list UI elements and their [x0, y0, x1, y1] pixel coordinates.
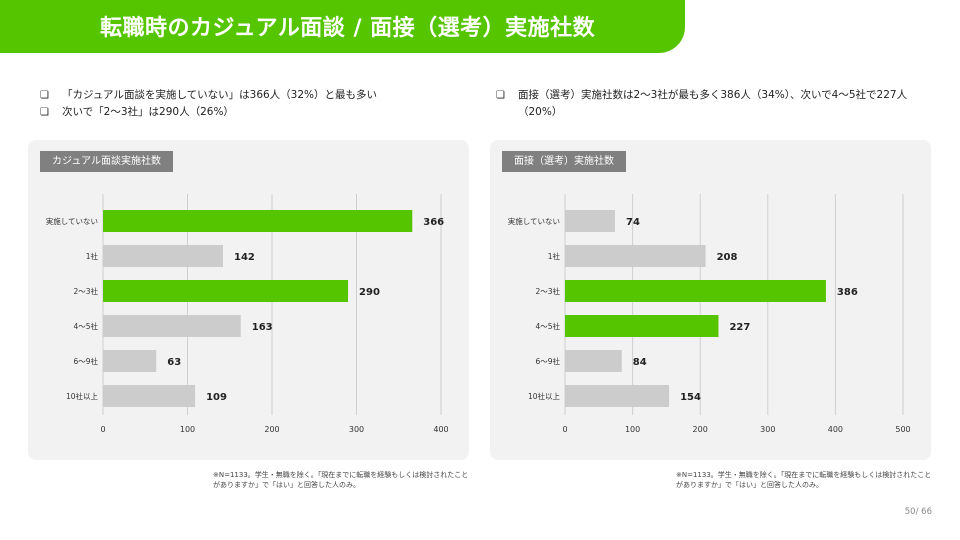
value-label: 227 — [729, 322, 750, 333]
footnote: ※N=1133。学生・無職を除く。「現在までに転職を経験もしくは検討されたことが… — [676, 471, 932, 489]
bar-chart-interview: 0 100 200 300 400 500 実施していない 74 1社 208 2〜3社 386 4〜5… — [508, 194, 911, 434]
value-label: 366 — [423, 217, 444, 228]
x-tick-label: 100 — [625, 425, 640, 434]
category-label: 1社 — [86, 251, 99, 261]
category-label: 4〜5社 — [73, 321, 98, 331]
category-label: 6〜9社 — [73, 356, 98, 366]
x-tick-label: 300 — [760, 425, 775, 434]
bullet-item: ❏ 面接（選考）実施社数は2〜3社が最も多く386人（34%）、次いで4〜5社で… — [496, 87, 926, 121]
category-label: 6〜9社 — [535, 356, 560, 366]
bar — [103, 385, 196, 407]
value-label: 386 — [837, 287, 858, 298]
value-label: 63 — [167, 357, 181, 368]
page-total: 66 — [921, 507, 932, 517]
value-label: 290 — [359, 287, 380, 298]
category-label: 2〜3社 — [535, 286, 560, 296]
category-label: 実施していない — [46, 216, 98, 226]
value-label: 109 — [206, 392, 227, 403]
chart-title: 面接（選考）実施社数 — [502, 151, 626, 172]
x-tick-label: 300 — [349, 425, 364, 434]
bar — [565, 280, 826, 302]
checkbox-icon: ❏ — [40, 107, 49, 118]
bullet-text: 面接（選考）実施社数は2〜3社が最も多く386人（34%）、次いで4〜5社で22… — [518, 89, 908, 118]
category-label: 4〜5社 — [535, 321, 560, 331]
chart-panel-interview: 面接（選考）実施社数 0 100 200 300 400 500 実施していない 74 1社 20… — [490, 140, 931, 460]
x-tick-label: 200 — [693, 425, 708, 434]
category-label: 実施していない — [508, 216, 560, 226]
bar — [565, 350, 622, 372]
checkbox-icon: ❏ — [496, 90, 505, 101]
page-separator: / — [915, 507, 922, 517]
x-tick-label: 500 — [895, 425, 910, 434]
bar-chart-casual: 0 100 200 300 400 実施していない 366 1社 142 2〜3社 290 4〜5社 1… — [46, 194, 449, 434]
bar — [103, 245, 223, 267]
x-tick-label: 0 — [100, 425, 105, 434]
value-label: 163 — [252, 322, 273, 333]
page-title: 転職時のカジュアル面談 / 面接（選考）実施社数 — [100, 16, 596, 41]
x-tick-label: 100 — [180, 425, 195, 434]
bullet-list-right: ❏ 面接（選考）実施社数は2〜3社が最も多く386人（34%）、次いで4〜5社で… — [496, 87, 926, 121]
x-tick-label: 200 — [264, 425, 279, 434]
checkbox-icon: ❏ — [40, 90, 49, 101]
footnote: ※N=1133。学生・無職を除く。「現在までに転職を経験もしくは検討されたことが… — [213, 471, 469, 489]
x-tick-label: 400 — [433, 425, 448, 434]
bullet-text: 「カジュアル面談を実施していない」は366人（32%）と最も多い — [62, 89, 378, 101]
value-label: 142 — [234, 252, 255, 263]
page-number: 50/ 66 — [905, 507, 932, 517]
chart-panel-casual: カジュアル面談実施社数 0 100 200 300 400 実施していない 366 1社 142… — [28, 140, 469, 460]
category-label: 2〜3社 — [73, 286, 98, 296]
bar — [565, 245, 706, 267]
chart-title: カジュアル面談実施社数 — [40, 151, 173, 172]
bar — [103, 210, 413, 232]
bar — [103, 280, 349, 302]
category-label: 10社以上 — [528, 391, 561, 401]
category-label: 1社 — [548, 251, 561, 261]
bar — [103, 315, 241, 337]
title-bar: 転職時のカジュアル面談 / 面接（選考）実施社数 — [0, 0, 685, 53]
bar — [565, 315, 719, 337]
value-label: 84 — [633, 357, 647, 368]
value-label: 154 — [680, 392, 701, 403]
x-tick-label: 400 — [828, 425, 843, 434]
bar — [565, 385, 670, 407]
bullet-text: 次いで「2〜3社」は290人（26%） — [62, 106, 234, 118]
value-label: 208 — [717, 252, 738, 263]
bullet-item: ❏ 次いで「2〜3社」は290人（26%） — [40, 104, 460, 121]
value-label: 74 — [626, 217, 640, 228]
page-current: 50 — [904, 507, 916, 517]
bullet-item: ❏ 「カジュアル面談を実施していない」は366人（32%）と最も多い — [40, 87, 460, 104]
bullet-list-left: ❏ 「カジュアル面談を実施していない」は366人（32%）と最も多い ❏ 次いで… — [40, 87, 460, 121]
x-tick-label: 0 — [562, 425, 567, 434]
category-label: 10社以上 — [66, 391, 99, 401]
bar — [565, 210, 616, 232]
bar — [103, 350, 157, 372]
